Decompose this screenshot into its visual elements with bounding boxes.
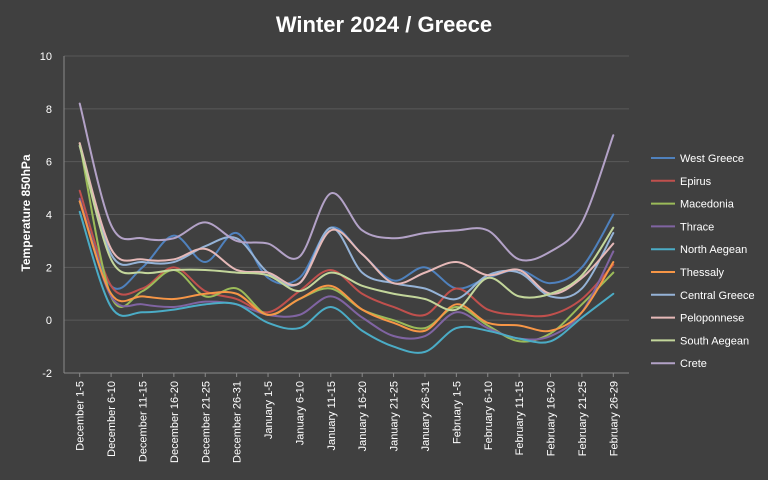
x-tick-label: December 26-31 <box>232 381 244 463</box>
x-tick-label: February 1-5 <box>451 381 463 444</box>
x-tick-label: February 21-25 <box>577 381 589 456</box>
x-tick-label: December 11-15 <box>137 381 149 462</box>
x-tick-label: February 11-15 <box>514 381 526 455</box>
x-tick-label: February 16-20 <box>546 381 558 456</box>
series-line-south-aegean <box>78 144 615 312</box>
legend-label-north-aegean: North Aegean <box>680 244 747 256</box>
legend-label-thessaly: Thessaly <box>680 267 725 279</box>
x-tick-label: February 6-10 <box>483 381 495 450</box>
series-line-north-aegean <box>78 210 615 354</box>
x-tick-label: January 16-20 <box>357 381 369 451</box>
x-tick-label: December 6-10 <box>106 381 118 457</box>
x-tick-label: January 26-31 <box>420 381 432 451</box>
y-tick-label: 2 <box>46 262 52 274</box>
y-tick-labels: -2 0 2 4 6 8 10 <box>40 51 52 380</box>
legend-label-west-greece: West Greece <box>680 153 744 165</box>
legend-label-peloponnese: Peloponnese <box>680 313 744 325</box>
series-line-peloponnese <box>78 142 615 295</box>
x-tick-labels: December 1-5 December 6-10 December 11-15 D… <box>75 373 620 463</box>
x-tick-label: December 16-20 <box>169 381 181 463</box>
x-tick-label: January 11-15 <box>326 381 338 451</box>
y-tick-label: 0 <box>46 315 52 327</box>
x-tick-label: December 21-25 <box>200 381 212 463</box>
legend-label-macedonia: Macedonia <box>680 199 735 211</box>
x-tick-label: February 26-29 <box>608 381 620 456</box>
y-tick-label: 8 <box>46 104 52 116</box>
legend-label-epirus: Epirus <box>680 176 712 188</box>
legend-label-central-greece: Central Greece <box>680 290 755 302</box>
legend-label-south-aegean: South Aegean <box>680 335 749 347</box>
y-tick-label: -2 <box>42 368 52 380</box>
series-lines <box>78 102 615 354</box>
x-tick-label: January 6-10 <box>294 381 306 445</box>
y-tick-label: 4 <box>46 210 52 222</box>
chart-title: Winter 2024 / Greece <box>276 12 492 37</box>
series-line-macedonia <box>78 142 615 343</box>
y-axis-label: Temperature 850hPa <box>19 154 33 271</box>
series-line-central-greece <box>78 144 615 301</box>
x-tick-label: January 21-25 <box>389 381 401 451</box>
y-tick-label: 10 <box>40 51 52 63</box>
y-tick-label: 6 <box>46 157 52 169</box>
series-line-thessaly <box>78 200 615 333</box>
x-tick-label: December 1-5 <box>75 381 87 451</box>
gridlines <box>63 55 629 374</box>
series-line-crete <box>78 102 615 262</box>
legend: West Greece Epirus Macedonia Thrace North Ae… <box>651 153 755 370</box>
legend-label-thrace: Thrace <box>680 221 714 233</box>
x-tick-label: January 1-5 <box>263 381 275 439</box>
legend-label-crete: Crete <box>680 358 707 370</box>
